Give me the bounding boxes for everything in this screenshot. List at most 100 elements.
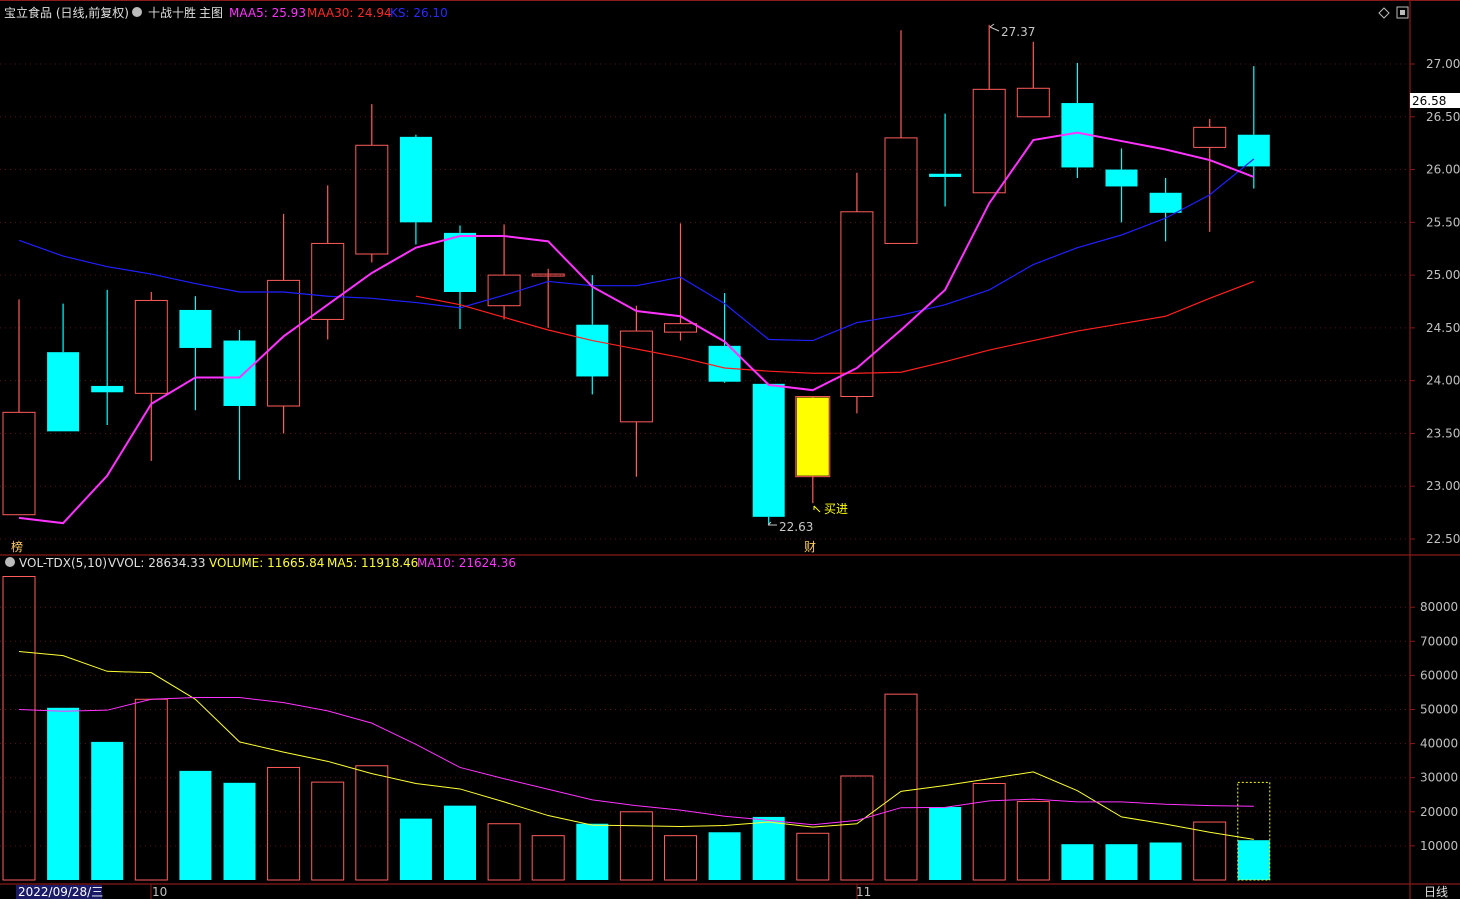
price-tick-label: 25.50 bbox=[1426, 215, 1460, 229]
buy-signal-label: 买进 bbox=[824, 502, 848, 516]
volume-bar bbox=[972, 782, 1006, 881]
volume-bar bbox=[1061, 844, 1094, 880]
annotations: 27.37 22.63 买进 榜 财 bbox=[11, 23, 1035, 554]
volume-bar bbox=[444, 805, 476, 880]
volume-tick-label: 80000 bbox=[1420, 600, 1458, 614]
candle bbox=[399, 134, 432, 245]
candle bbox=[1237, 66, 1270, 189]
candle bbox=[355, 104, 389, 263]
maa30-line bbox=[415, 280, 1255, 374]
vol-ma5-line bbox=[18, 651, 1254, 840]
price-ma-lines bbox=[18, 131, 1255, 525]
price-tick-label: 23.50 bbox=[1426, 426, 1460, 440]
cai-marker: 财 bbox=[804, 540, 816, 554]
window-icon[interactable] bbox=[1396, 6, 1409, 19]
month-11-label: 11 bbox=[856, 885, 871, 899]
price-tick-label: 26.00 bbox=[1426, 163, 1460, 177]
volume-bar bbox=[664, 835, 697, 881]
candle bbox=[972, 24, 1006, 194]
volume-bars bbox=[2, 576, 1271, 881]
candle bbox=[531, 268, 565, 328]
candlesticks bbox=[2, 24, 1270, 526]
window-inner-icon bbox=[1400, 10, 1405, 15]
candle bbox=[1105, 148, 1138, 223]
high-label: 27.37 bbox=[1001, 25, 1035, 39]
price-axis: 27.00 26.50 26.00 25.50 25.00 24.50 24.00 23.50… bbox=[1410, 57, 1460, 546]
candle bbox=[619, 305, 653, 477]
vol-ma5-value: MA5: 11918.46 bbox=[327, 556, 418, 570]
volume-bar bbox=[2, 576, 36, 881]
candle bbox=[1193, 118, 1227, 232]
volume-bar bbox=[576, 823, 609, 880]
candle bbox=[840, 172, 874, 414]
volume-axis: 80000 70000 60000 50000 40000 30000 20000 10000 bbox=[1410, 600, 1458, 853]
volume-bar bbox=[1193, 821, 1227, 881]
maa5-line bbox=[18, 131, 1255, 525]
volume-bar bbox=[399, 818, 432, 880]
indicator-name[interactable]: 十战十胜 bbox=[148, 5, 196, 20]
vol-ma10-line bbox=[18, 697, 1254, 826]
volume-bar bbox=[1105, 844, 1138, 880]
volume-bar bbox=[708, 832, 741, 880]
candle bbox=[179, 296, 212, 411]
volume-tick-label: 70000 bbox=[1420, 634, 1458, 648]
period-label[interactable]: 日线 bbox=[1424, 885, 1448, 899]
price-tick-label: 22.50 bbox=[1426, 532, 1460, 546]
volume-bar bbox=[355, 765, 389, 881]
bang-marker: 榜 bbox=[11, 539, 23, 554]
ks-line bbox=[18, 158, 1255, 342]
vol-dropdown-icon[interactable] bbox=[5, 557, 15, 567]
candle bbox=[929, 113, 962, 207]
price-tick-label: 25.00 bbox=[1426, 268, 1460, 282]
volume-tick-label: 20000 bbox=[1420, 805, 1458, 819]
volume-bar bbox=[47, 707, 80, 880]
volume-tick-label: 60000 bbox=[1420, 668, 1458, 682]
volume-ma-lines bbox=[18, 651, 1254, 840]
candle bbox=[223, 330, 256, 480]
price-tick-label: 24.50 bbox=[1426, 321, 1460, 335]
candle bbox=[267, 213, 301, 434]
maa5-value: MAA5: 25.93 bbox=[229, 6, 306, 20]
volume-bar bbox=[223, 782, 256, 880]
volume-bar bbox=[752, 816, 785, 880]
volume-bar bbox=[1237, 840, 1270, 880]
volume-bar bbox=[179, 770, 212, 880]
low-label: 22.63 bbox=[779, 520, 813, 534]
volume-tick-label: 30000 bbox=[1420, 771, 1458, 785]
volume-bar bbox=[267, 766, 301, 881]
volume-tick-label: 40000 bbox=[1420, 737, 1458, 751]
volume-value: VOLUME: 11665.84 bbox=[209, 556, 324, 570]
diamond-icon[interactable] bbox=[1378, 7, 1390, 19]
volume-bar bbox=[884, 693, 918, 881]
current-price-tag bbox=[1410, 93, 1460, 108]
candle bbox=[2, 299, 36, 516]
volume-bar bbox=[619, 811, 653, 881]
vol-ma10-value: MA10: 21624.36 bbox=[417, 556, 516, 570]
price-tick-label: 26.50 bbox=[1426, 110, 1460, 124]
ks-value: KS: 26.10 bbox=[390, 6, 448, 20]
volume-bar bbox=[1149, 842, 1182, 880]
volume-tick-label: 10000 bbox=[1420, 839, 1458, 853]
candle bbox=[47, 303, 80, 432]
candle bbox=[884, 30, 918, 244]
volume-tick-label: 50000 bbox=[1420, 702, 1458, 716]
date-label: 2022/09/28/三 bbox=[18, 885, 103, 899]
date-cursor-box bbox=[16, 885, 102, 899]
month-10-label: 10 bbox=[152, 885, 167, 899]
candle bbox=[311, 185, 345, 340]
vvol-value: VVOL: 28634.33 bbox=[108, 556, 205, 570]
candle bbox=[444, 225, 476, 329]
vvol-bar bbox=[1237, 781, 1271, 881]
candle bbox=[91, 289, 124, 425]
vol-indicator-name[interactable]: VOL-TDX(5,10) bbox=[19, 556, 107, 570]
volume-bar bbox=[311, 781, 345, 881]
candle bbox=[664, 223, 697, 341]
current-price-label: 26.58 bbox=[1412, 94, 1446, 108]
main-chart-label[interactable]: 主图 bbox=[199, 6, 223, 20]
volume-bar bbox=[796, 832, 830, 881]
price-tick-label: 24.00 bbox=[1426, 374, 1460, 388]
dropdown-icon[interactable] bbox=[132, 7, 142, 17]
volume-bar bbox=[91, 741, 124, 880]
